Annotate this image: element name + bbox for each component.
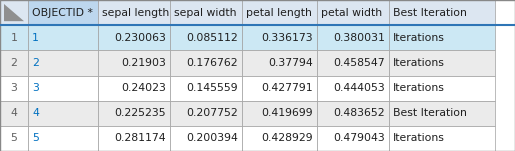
Bar: [317, 126, 389, 151]
Bar: [98, 25, 170, 50]
Text: 0.085112: 0.085112: [186, 33, 238, 43]
Bar: [0, 126, 28, 151]
Bar: [389, 50, 495, 76]
Text: 0.176762: 0.176762: [186, 58, 238, 68]
Bar: [98, 101, 170, 126]
Bar: [317, 101, 389, 126]
Bar: [98, 50, 170, 76]
Text: 0.336173: 0.336173: [262, 33, 313, 43]
Bar: [242, 50, 317, 76]
Bar: [317, 76, 389, 101]
Bar: [170, 126, 242, 151]
Bar: [389, 76, 495, 101]
Bar: [317, 50, 389, 76]
Text: 5: 5: [32, 133, 39, 143]
Text: 0.37794: 0.37794: [268, 58, 313, 68]
Bar: [317, 25, 389, 50]
Text: Best Iteration: Best Iteration: [393, 108, 467, 118]
Bar: [98, 76, 170, 101]
Text: 0.21903: 0.21903: [121, 58, 166, 68]
Bar: [28, 0, 98, 25]
Text: 1: 1: [32, 33, 39, 43]
Text: 0.281174: 0.281174: [114, 133, 166, 143]
Text: 2: 2: [11, 58, 18, 68]
Bar: [242, 25, 317, 50]
Text: 0.483652: 0.483652: [333, 108, 385, 118]
Bar: [389, 0, 495, 25]
Bar: [0, 101, 28, 126]
Text: 0.444053: 0.444053: [333, 83, 385, 93]
Text: Iterations: Iterations: [393, 83, 445, 93]
Text: 0.458547: 0.458547: [333, 58, 385, 68]
Bar: [170, 25, 242, 50]
Text: Iterations: Iterations: [393, 58, 445, 68]
Bar: [242, 0, 317, 25]
Bar: [98, 0, 170, 25]
Text: Best Iteration: Best Iteration: [393, 8, 467, 18]
Text: 3: 3: [11, 83, 18, 93]
Bar: [170, 101, 242, 126]
Polygon shape: [4, 4, 24, 21]
Bar: [242, 101, 317, 126]
Text: 0.200394: 0.200394: [186, 133, 238, 143]
Text: Iterations: Iterations: [393, 133, 445, 143]
Text: 0.225235: 0.225235: [114, 108, 166, 118]
Text: 0.427791: 0.427791: [262, 83, 313, 93]
Text: 0.419699: 0.419699: [262, 108, 313, 118]
Text: 4: 4: [11, 108, 18, 118]
Text: 0.428929: 0.428929: [262, 133, 313, 143]
Bar: [28, 76, 98, 101]
Text: sepal width: sepal width: [174, 8, 236, 18]
Bar: [242, 126, 317, 151]
Bar: [0, 50, 28, 76]
Bar: [28, 50, 98, 76]
Text: petal width: petal width: [321, 8, 382, 18]
Bar: [28, 126, 98, 151]
Text: 3: 3: [32, 83, 39, 93]
Bar: [28, 25, 98, 50]
Bar: [389, 101, 495, 126]
Text: 0.380031: 0.380031: [333, 33, 385, 43]
Bar: [317, 0, 389, 25]
Text: petal length: petal length: [246, 8, 312, 18]
Bar: [98, 126, 170, 151]
Bar: [170, 50, 242, 76]
Text: 0.207752: 0.207752: [186, 108, 238, 118]
Text: 0.479043: 0.479043: [333, 133, 385, 143]
Text: Iterations: Iterations: [393, 33, 445, 43]
Text: 1: 1: [11, 33, 18, 43]
Bar: [28, 101, 98, 126]
Text: 0.145559: 0.145559: [186, 83, 238, 93]
Text: 4: 4: [32, 108, 39, 118]
Bar: [170, 0, 242, 25]
Bar: [389, 25, 495, 50]
Bar: [242, 76, 317, 101]
Text: sepal length: sepal length: [102, 8, 169, 18]
Text: OBJECTID *: OBJECTID *: [32, 8, 93, 18]
Text: 5: 5: [11, 133, 18, 143]
Text: 0.24023: 0.24023: [121, 83, 166, 93]
Bar: [0, 0, 28, 25]
Bar: [389, 126, 495, 151]
Bar: [0, 76, 28, 101]
Text: 2: 2: [32, 58, 39, 68]
Text: 0.230063: 0.230063: [114, 33, 166, 43]
Bar: [0, 25, 28, 50]
Bar: [170, 76, 242, 101]
